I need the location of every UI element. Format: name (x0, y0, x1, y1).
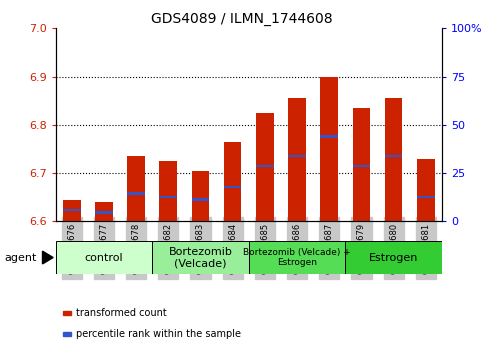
Bar (353, 108, 370, 221)
Bar (127, 156, 145, 221)
Bar (249, 241, 345, 274)
Bar (256, 113, 274, 221)
Bar (288, 98, 306, 221)
Bar (56, 241, 152, 274)
Bar (385, 98, 402, 221)
Bar (417, 196, 435, 198)
Bar (256, 165, 274, 167)
Text: agent: agent (5, 252, 37, 263)
Text: Estrogen: Estrogen (369, 252, 418, 263)
Bar (63, 209, 81, 211)
Bar (159, 196, 177, 198)
Bar (353, 165, 370, 167)
Bar (224, 142, 242, 221)
Polygon shape (43, 251, 53, 264)
Bar (95, 211, 113, 213)
Text: GDS4089 / ILMN_1744608: GDS4089 / ILMN_1744608 (151, 12, 332, 27)
Text: control: control (85, 252, 123, 263)
Bar (417, 159, 435, 221)
Bar (127, 192, 145, 195)
Bar (63, 200, 81, 221)
Text: transformed count: transformed count (76, 308, 167, 318)
Bar (192, 171, 209, 221)
Text: percentile rank within the sample: percentile rank within the sample (76, 329, 242, 339)
Bar (192, 198, 209, 200)
Text: Bortezomib (Velcade) +
Estrogen: Bortezomib (Velcade) + Estrogen (243, 248, 351, 267)
Bar (152, 241, 249, 274)
Bar (385, 155, 402, 157)
Bar (320, 76, 338, 221)
Bar (320, 135, 338, 138)
Text: Bortezomib
(Velcade): Bortezomib (Velcade) (169, 247, 232, 268)
Bar (95, 202, 113, 221)
Bar (224, 186, 242, 188)
Bar (159, 161, 177, 221)
Bar (288, 155, 306, 157)
Bar (345, 241, 442, 274)
